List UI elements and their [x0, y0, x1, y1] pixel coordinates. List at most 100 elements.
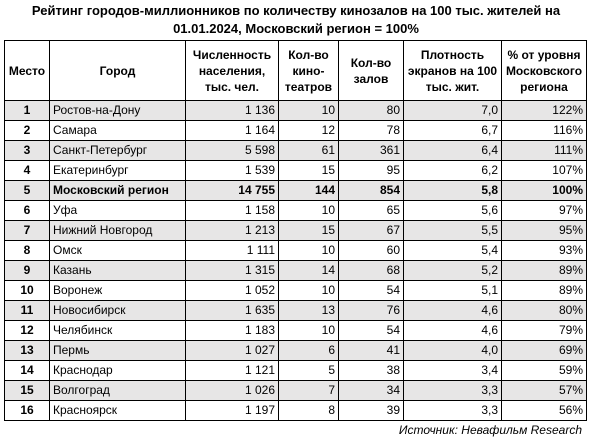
table-cell: 4,6 [403, 320, 502, 341]
table-cell: 5 598 [185, 140, 279, 161]
table-cell: 4,6 [403, 300, 502, 321]
table-row: 10 Воронеж 1 052 10 54 5,1 89% [4, 280, 587, 301]
table-cell: Нижний Новгород [49, 220, 186, 241]
table-cell: Московский регион [49, 180, 186, 201]
table-cell: 4 [4, 160, 50, 181]
table-cell: 11 [4, 300, 50, 321]
table-cell: 13 [4, 340, 50, 361]
table-cell: 1 164 [185, 120, 279, 141]
table-cell: 144 [278, 180, 339, 201]
table-cell: 15 [278, 220, 339, 241]
table-cell: 111% [501, 140, 587, 161]
column-header: % от уровня Московского региона [501, 40, 587, 101]
table-row: 5 Московский регион 14 755 144 854 5,8 100% [4, 180, 587, 201]
table-row: 15 Волгоград 1 026 7 34 3,3 57% [4, 380, 587, 401]
table-cell: 68 [338, 260, 404, 281]
table-cell: 10 [278, 200, 339, 221]
column-header: Численность населения, тыс. чел. [185, 40, 279, 101]
table-cell: 100% [501, 180, 587, 201]
table-cell: 65 [338, 200, 404, 221]
table-cell: 3,3 [403, 380, 502, 401]
table-cell: 76 [338, 300, 404, 321]
table-cell: Челябинск [49, 320, 186, 341]
table-cell: 1 121 [185, 360, 279, 381]
table-cell: 10 [278, 280, 339, 301]
table-cell: 34 [338, 380, 404, 401]
table-cell: Новосибирск [49, 300, 186, 321]
table-cell: 1 158 [185, 200, 279, 221]
table-cell: 14 [278, 260, 339, 281]
table-cell: 12 [4, 320, 50, 341]
table-cell: 3,4 [403, 360, 502, 381]
table-cell: 1 315 [185, 260, 279, 281]
table-cell: 1 027 [185, 340, 279, 361]
column-header: Кол-во кино-театров [278, 40, 339, 101]
table: Место Город Численность населения, тыс. че… [4, 40, 587, 421]
table-cell: 54 [338, 320, 404, 341]
table-cell: 61 [278, 140, 339, 161]
table-cell: 57% [501, 380, 587, 401]
table-cell: 1 635 [185, 300, 279, 321]
table-cell: 10 [278, 100, 339, 121]
table-row: 1 Ростов-на-Дону 1 136 10 80 7,0 122% [4, 100, 587, 121]
table-cell: 14 [4, 360, 50, 381]
table-row: 7 Нижний Новгород 1 213 15 67 5,5 95% [4, 220, 587, 241]
table-cell: 107% [501, 160, 587, 181]
table-cell: 1 052 [185, 280, 279, 301]
table-cell: 1 213 [185, 220, 279, 241]
table-cell: 39 [338, 400, 404, 421]
table-cell: 7 [278, 380, 339, 401]
table-cell: 854 [338, 180, 404, 201]
table-cell: 9 [4, 260, 50, 281]
table-row: 6 Уфа 1 158 10 65 5,6 97% [4, 200, 587, 221]
table-cell: 15 [278, 160, 339, 181]
table-cell: 6 [4, 200, 50, 221]
table-row: 12 Челябинск 1 183 10 54 4,6 79% [4, 320, 587, 341]
table-cell: 1 026 [185, 380, 279, 401]
table-cell: 2 [4, 120, 50, 141]
table-cell: 1 136 [185, 100, 279, 121]
table-cell: Краснодар [49, 360, 186, 381]
table-cell: 5,8 [403, 180, 502, 201]
table-row: 2 Самара 1 164 12 78 6,7 116% [4, 120, 587, 141]
table-cell: 95% [501, 220, 587, 241]
table-body: 1 Ростов-на-Дону 1 136 10 80 7,0 122% 2 Самара 1 … [4, 100, 587, 421]
table-cell: Пермь [49, 340, 186, 361]
table-row: 16 Красноярск 1 197 8 39 3,3 56% [4, 400, 587, 421]
table-cell: 5,1 [403, 280, 502, 301]
table-cell: Санкт-Петербург [49, 140, 186, 161]
table-cell: 10 [4, 280, 50, 301]
table-cell: 10 [278, 320, 339, 341]
table-cell: 60 [338, 240, 404, 261]
table-cell: Омск [49, 240, 186, 261]
table-cell: 361 [338, 140, 404, 161]
table-row: 13 Пермь 1 027 6 41 4,0 69% [4, 340, 587, 361]
source: Источник: Невафильм Research [398, 423, 582, 437]
table-cell: Екатеринбург [49, 160, 186, 181]
table-cell: 3 [4, 140, 50, 161]
table-cell: 6,7 [403, 120, 502, 141]
table-cell: 1 111 [185, 240, 279, 261]
table-cell: Самара [49, 120, 186, 141]
table-cell: 5 [4, 180, 50, 201]
table-cell: 10 [278, 240, 339, 261]
table-row: 14 Краснодар 1 121 5 38 3,4 59% [4, 360, 587, 381]
table-cell: 1 539 [185, 160, 279, 181]
table-row: 8 Омск 1 111 10 60 5,4 93% [4, 240, 587, 261]
table-cell: 79% [501, 320, 587, 341]
table-row: 11 Новосибирск 1 635 13 76 4,6 80% [4, 300, 587, 321]
table-cell: 56% [501, 400, 587, 421]
table-cell: Воронеж [49, 280, 186, 301]
table-cell: 3,3 [403, 400, 502, 421]
table-cell: 122% [501, 100, 587, 121]
title: Рейтинг городов-миллионников по количест… [31, 3, 561, 36]
table-cell: 1 [4, 100, 50, 121]
table-cell: 8 [278, 400, 339, 421]
table-cell: 93% [501, 240, 587, 261]
table-cell: 12 [278, 120, 339, 141]
table-cell: 6,2 [403, 160, 502, 181]
table-cell: Красноярск [49, 400, 186, 421]
table-cell: 80% [501, 300, 587, 321]
table-cell: 6 [278, 340, 339, 361]
